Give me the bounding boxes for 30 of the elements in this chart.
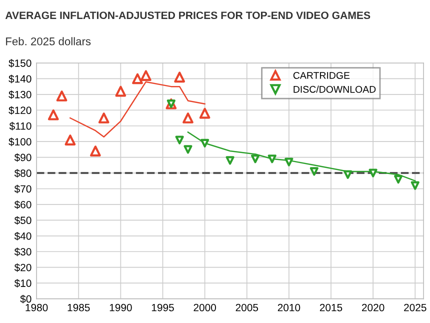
- x-tick-label: 1995: [152, 304, 174, 312]
- y-tick-label: $140: [8, 74, 32, 84]
- y-tick-label: $0: [20, 294, 32, 304]
- legend-label: CARTRIDGE: [293, 72, 350, 79]
- chart-subtitle: Feb. 2025 dollars: [6, 37, 91, 46]
- y-tick-label: $60: [14, 200, 32, 209]
- x-tick-label: 2000: [194, 304, 216, 312]
- y-tick-label: $120: [8, 106, 32, 115]
- y-tick-label: $90: [14, 153, 32, 162]
- x-tick-label: 2010: [278, 304, 300, 312]
- y-tick-label: $100: [8, 138, 32, 146]
- x-tick-label: 2015: [320, 304, 342, 312]
- y-tick-label: $30: [14, 248, 32, 256]
- y-tick-label: $70: [14, 184, 32, 194]
- y-tick-label: $20: [14, 263, 32, 272]
- legend-label: DISC/DOWNLOAD: [294, 86, 376, 93]
- x-tick-label: 2020: [362, 304, 384, 312]
- y-tick-label: $110: [9, 122, 32, 130]
- y-tick-label: $150: [8, 59, 32, 68]
- x-tick-label: 2005: [236, 304, 258, 312]
- y-tick-label: $50: [14, 216, 32, 225]
- x-tick-label: 1985: [68, 304, 90, 312]
- y-tick-label: $10: [14, 279, 32, 288]
- y-tick-label: $130: [8, 90, 32, 99]
- chart-title: AVERAGE INFLATION-ADJUSTED PRICES FOR TOP-END VIDEO GAMES: [5, 12, 370, 20]
- y-tick-label: $40: [14, 232, 32, 240]
- x-tick-label: 2025: [404, 304, 426, 312]
- x-tick-label: 1980: [26, 304, 48, 312]
- y-tick-label: $80: [14, 169, 32, 178]
- x-tick-label: 1990: [110, 304, 132, 312]
